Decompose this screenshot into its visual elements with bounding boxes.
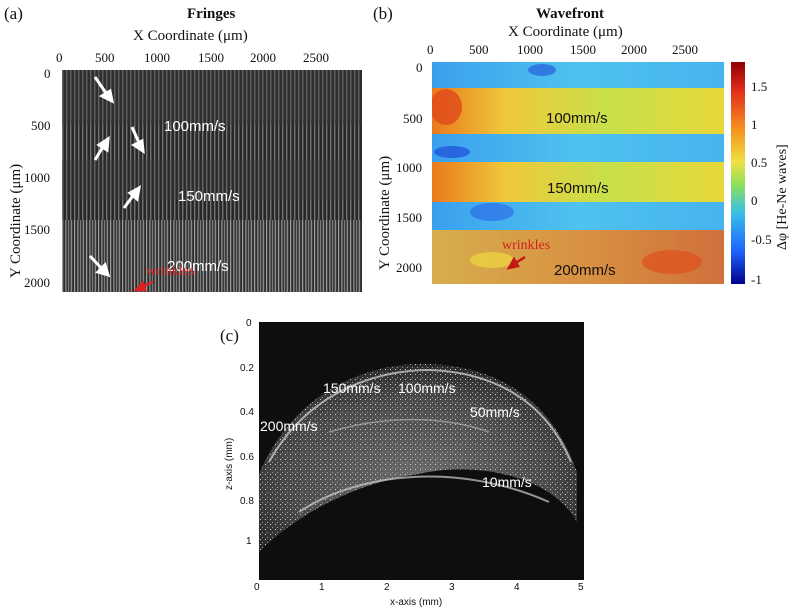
oct-image <box>259 322 584 580</box>
panel-a-xtick: 500 <box>95 50 115 65</box>
panel-b-ytick: 2000 <box>396 260 422 275</box>
panel-a-speed-label: 200mm/s <box>167 258 229 275</box>
panel-b-xtick: 0 <box>427 42 434 57</box>
panel-b-xlabel: X Coordinate (μm) <box>508 24 623 40</box>
panel-a-ytick: 2000 <box>24 275 50 290</box>
colorbar-tick: 1.5 <box>751 79 768 94</box>
panel-b-speed-label: 100mm/s <box>546 110 608 127</box>
panel-c-ytick: 1 <box>246 536 252 547</box>
colorbar-tick: 0.5 <box>751 155 768 170</box>
colorbar-tick: -1 <box>751 272 762 287</box>
panel-c-speed-label: 200mm/s <box>260 418 318 434</box>
panel-c-ytick: 0.2 <box>240 363 254 374</box>
panel-b-speed-label: 150mm/s <box>547 180 609 197</box>
panel-a-xtick: 2500 <box>303 50 329 65</box>
panel-a-xtick: 2000 <box>250 50 276 65</box>
panel-b-ytick: 1000 <box>396 160 422 175</box>
panel-b-ytick: 500 <box>403 111 423 126</box>
panel-a-speed-label: 100mm/s <box>164 118 226 135</box>
wavefront-map <box>432 62 724 284</box>
panel-c-ytick: 0.8 <box>240 496 254 507</box>
panel-a-wrinkles-label: wrinkles <box>146 264 195 279</box>
panel-a-title: Fringes <box>187 6 236 22</box>
panel-b-xtick: 2500 <box>672 42 698 57</box>
panel-a-ytick: 500 <box>31 118 51 133</box>
panel-a-ytick: 0 <box>44 66 51 81</box>
panel-c-xtick: 2 <box>384 582 390 593</box>
panel-b-xtick: 1000 <box>517 42 543 57</box>
panel-c-xtick: 1 <box>319 582 325 593</box>
panel-a-speed-label: 150mm/s <box>178 188 240 205</box>
panel-b-xtick: 1500 <box>570 42 596 57</box>
panel-a-xtick: 1500 <box>198 50 224 65</box>
panel-b-label: (b) <box>373 4 393 23</box>
colorbar <box>731 62 745 284</box>
colorbar-tick: -0.5 <box>751 232 772 247</box>
panel-c-xlabel: x-axis (mm) <box>390 597 443 608</box>
panel-b-ytick: 1500 <box>396 210 422 225</box>
panel-b-xtick: 2000 <box>621 42 647 57</box>
panel-b-wrinkles-label: wrinkles <box>502 238 551 253</box>
panel-b-title: Wavefront <box>536 6 605 22</box>
panel-c-speed-label: 100mm/s <box>398 380 456 396</box>
panel-c-label: (c) <box>220 326 239 345</box>
panel-c-speed-label: 10mm/s <box>482 474 532 490</box>
panel-b-xtick: 500 <box>469 42 489 57</box>
panel-a-xtick: 1000 <box>144 50 170 65</box>
panel-c-ylabel: z-axis (mm) <box>224 437 235 490</box>
panel-c-speed-label: 50mm/s <box>470 404 520 420</box>
colorbar-tick: 0 <box>751 193 758 208</box>
panel-a-ytick: 1500 <box>24 222 50 237</box>
panel-a-ytick: 1000 <box>24 170 50 185</box>
panel-c-ytick: 0 <box>246 318 252 329</box>
colorbar-tick: 1 <box>751 117 758 132</box>
panel-b-ytick: 0 <box>416 60 423 75</box>
panel-c-xtick: 4 <box>514 582 520 593</box>
panel-a-xlabel: X Coordinate (μm) <box>133 28 248 44</box>
panel-c-ytick: 0.6 <box>240 452 254 463</box>
panel-b-speed-label: 200mm/s <box>554 262 616 279</box>
panel-a-label: (a) <box>4 4 23 23</box>
panel-c-xtick: 5 <box>578 582 584 593</box>
panel-a-xtick: 0 <box>56 50 63 65</box>
panel-c-speed-label: 150mm/s <box>323 380 381 396</box>
fringe-image <box>62 70 362 292</box>
panel-c-ytick: 0.4 <box>240 407 254 418</box>
panel-c-xtick: 0 <box>254 582 260 593</box>
panel-c-xtick: 3 <box>449 582 455 593</box>
